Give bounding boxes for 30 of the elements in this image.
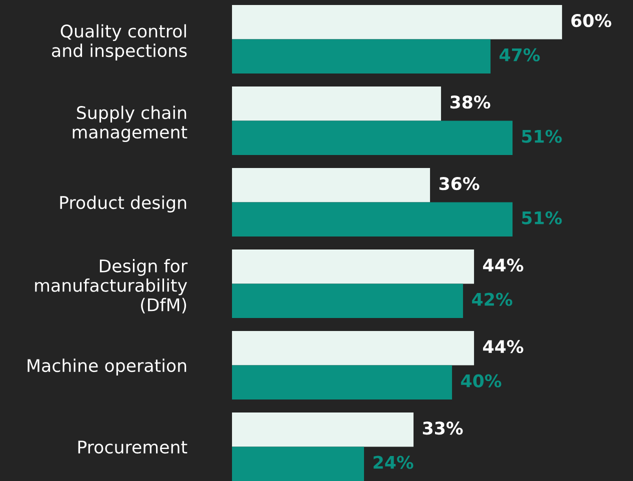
data-label: 33%: [422, 422, 463, 435]
y-tick-label: Procurement: [78, 440, 188, 454]
data-label: 47%: [500, 48, 540, 62]
bar: [232, 120, 513, 155]
y-tick-label: Quality control and inspections: [52, 24, 187, 60]
data-label: 44%: [483, 258, 524, 272]
y-tick-label: Machine operation: [28, 358, 186, 376]
bar: [232, 202, 513, 236]
bar: [232, 86, 442, 121]
data-label: 44%: [483, 340, 524, 354]
bar: [232, 446, 364, 481]
data-label: 51%: [522, 211, 562, 224]
bar: [232, 5, 562, 40]
bar: [232, 412, 414, 447]
bar: [232, 331, 474, 366]
bar: [232, 365, 452, 400]
bar: [232, 250, 474, 284]
data-label: 38%: [450, 96, 490, 109]
y-tick-label: Product design: [60, 196, 186, 212]
bar: [232, 284, 464, 318]
data-label: 24%: [374, 456, 414, 469]
data-label: 42%: [472, 292, 512, 306]
y-tick-label: Design for manufacturability (DfM): [35, 259, 188, 314]
data-label: 60%: [571, 14, 612, 28]
data-label: 36%: [439, 177, 480, 190]
bar: [232, 39, 491, 74]
y-tick-label: Supply chain management: [72, 106, 188, 142]
data-label: 40%: [461, 374, 502, 388]
bar: [232, 168, 430, 202]
data-label: 51%: [522, 130, 562, 143]
